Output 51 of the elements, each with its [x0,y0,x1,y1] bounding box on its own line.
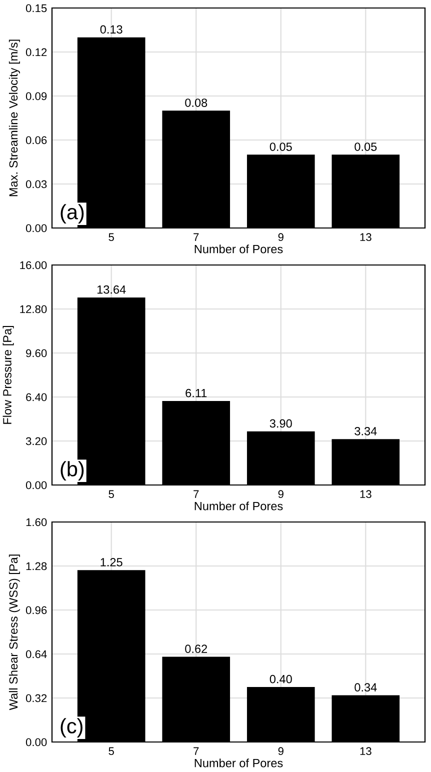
data-label: 0.34 [354,683,377,692]
y-tick-label: 0.00 [26,738,47,746]
y-tick-label: 0.96 [26,606,47,614]
y-axis-title: Wall Shear Stress (WSS) [Pa] [8,554,20,710]
data-label: 0.40 [270,674,292,684]
data-label: 6.11 [186,388,207,398]
x-axis-title: Number of Pores [194,244,283,254]
annotation: (c) [60,718,82,738]
x-axis-title: Number of Pores [194,502,283,510]
data-label: 0.05 [270,142,292,151]
y-tick-label: 9.60 [26,349,47,358]
x-axis-title: Number of Pores [194,758,283,768]
y-tick-label: 1.28 [26,562,47,570]
x-tick-label: 7 [194,490,199,498]
x-tick-label: 9 [278,747,284,756]
y-tick-label: 6.40 [26,393,47,402]
annotation: (b) [60,461,84,481]
x-tick-label: 7 [194,233,199,241]
data-label: 0.62 [185,644,208,654]
x-tick-label: 13 [360,747,372,756]
x-tick-label: 7 [194,747,199,755]
y-tick-label: 0.32 [26,694,47,702]
x-tick-label: 5 [108,233,114,242]
x-tick-label: 13 [360,490,372,498]
x-tick-label: 5 [108,747,114,756]
y-axis-title: Flow Pressure [Pa] [2,326,14,424]
y-tick-label: 1.60 [26,518,47,526]
annotation: (a) [60,204,84,224]
y-tick-label: 0.64 [26,650,47,658]
y-tick-label: 0.00 [26,224,47,232]
y-tick-label: 0.12 [26,48,47,56]
data-label: 13.64 [97,285,126,294]
data-label: 0.13 [100,25,122,34]
x-tick-label: 5 [108,490,114,498]
data-label: 0.05 [354,142,377,151]
y-tick-label: 3.20 [26,437,47,446]
data-label: 1.25 [100,558,122,566]
y-tick-label: 0.06 [26,136,47,144]
y-axis-title: Max. Streamline Velocity [m/s] [8,40,20,196]
y-tick-label: 0.03 [26,180,47,188]
y-tick-label: 0.00 [26,481,47,490]
x-tick-label: 9 [278,490,284,498]
data-label: 3.34 [354,426,377,436]
data-label: 0.08 [185,98,208,107]
x-tick-label: 9 [278,233,284,242]
y-tick-label: 0.15 [26,4,47,12]
y-tick-label: 16.00 [20,261,47,270]
data-label: 3.90 [270,419,292,428]
y-tick-label: 12.80 [20,305,47,314]
x-tick-label: 13 [360,233,372,242]
y-tick-label: 0.09 [26,92,47,100]
